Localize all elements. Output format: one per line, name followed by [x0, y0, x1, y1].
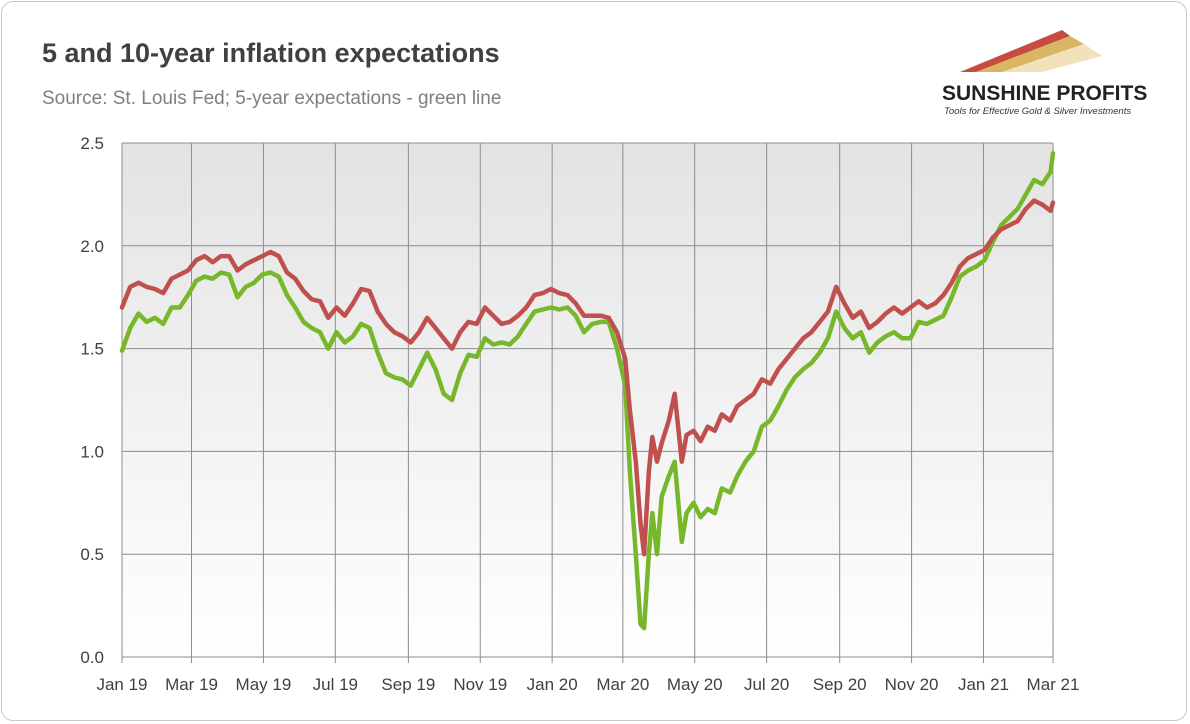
y-tick-label: 0.0: [80, 648, 104, 667]
y-axis-ticks: 0.0 0.5 1.0 1.5 2.0 2.5: [80, 134, 104, 667]
logo-name: SUNSHINE PROFITS: [942, 82, 1147, 105]
x-tick-label: Jan 20: [527, 675, 578, 694]
chart-title: 5 and 10-year inflation expectations: [42, 38, 500, 68]
x-tick-label: Mar 20: [596, 675, 649, 694]
x-tick-label: May 20: [667, 675, 723, 694]
x-tick-label: Mar 21: [1027, 675, 1080, 694]
x-tick-label: Sep 20: [813, 675, 867, 694]
x-tick-label: Mar 19: [165, 675, 218, 694]
x-tick-label: Nov 19: [453, 675, 507, 694]
x-tick-label: Nov 20: [885, 675, 939, 694]
x-tick-label: Sep 19: [381, 675, 435, 694]
y-tick-label: 2.0: [80, 237, 104, 256]
sunshine-profits-logo: SUNSHINE PROFITS Tools for Effective Gol…: [942, 30, 1147, 117]
chart-subtitle: Source: St. Louis Fed; 5-year expectatio…: [42, 88, 502, 109]
y-tick-label: 1.0: [80, 442, 104, 461]
y-tick-label: 0.5: [80, 545, 104, 564]
series-lines: [119, 151, 1056, 631]
y-tick-label: 1.5: [80, 340, 104, 359]
plot-area: [122, 143, 1053, 657]
series-line-5-year: [119, 151, 1056, 631]
gridlines: [121, 142, 1054, 663]
x-tick-label: May 19: [236, 675, 292, 694]
x-tick-label: Jul 20: [744, 675, 789, 694]
x-tick-label: Jan 21: [958, 675, 1009, 694]
x-tick-label: Jan 19: [96, 675, 147, 694]
x-axis-ticks: Jan 19 Mar 19 May 19 Jul 19 Sep 19 Nov 19 Jan …: [96, 675, 1079, 694]
x-tick-label: Jul 19: [313, 675, 358, 694]
logo-tagline: Tools for Effective Gold & Silver Invest…: [944, 106, 1131, 117]
series-line-10-year: [119, 198, 1056, 557]
y-tick-label: 2.5: [80, 134, 104, 153]
